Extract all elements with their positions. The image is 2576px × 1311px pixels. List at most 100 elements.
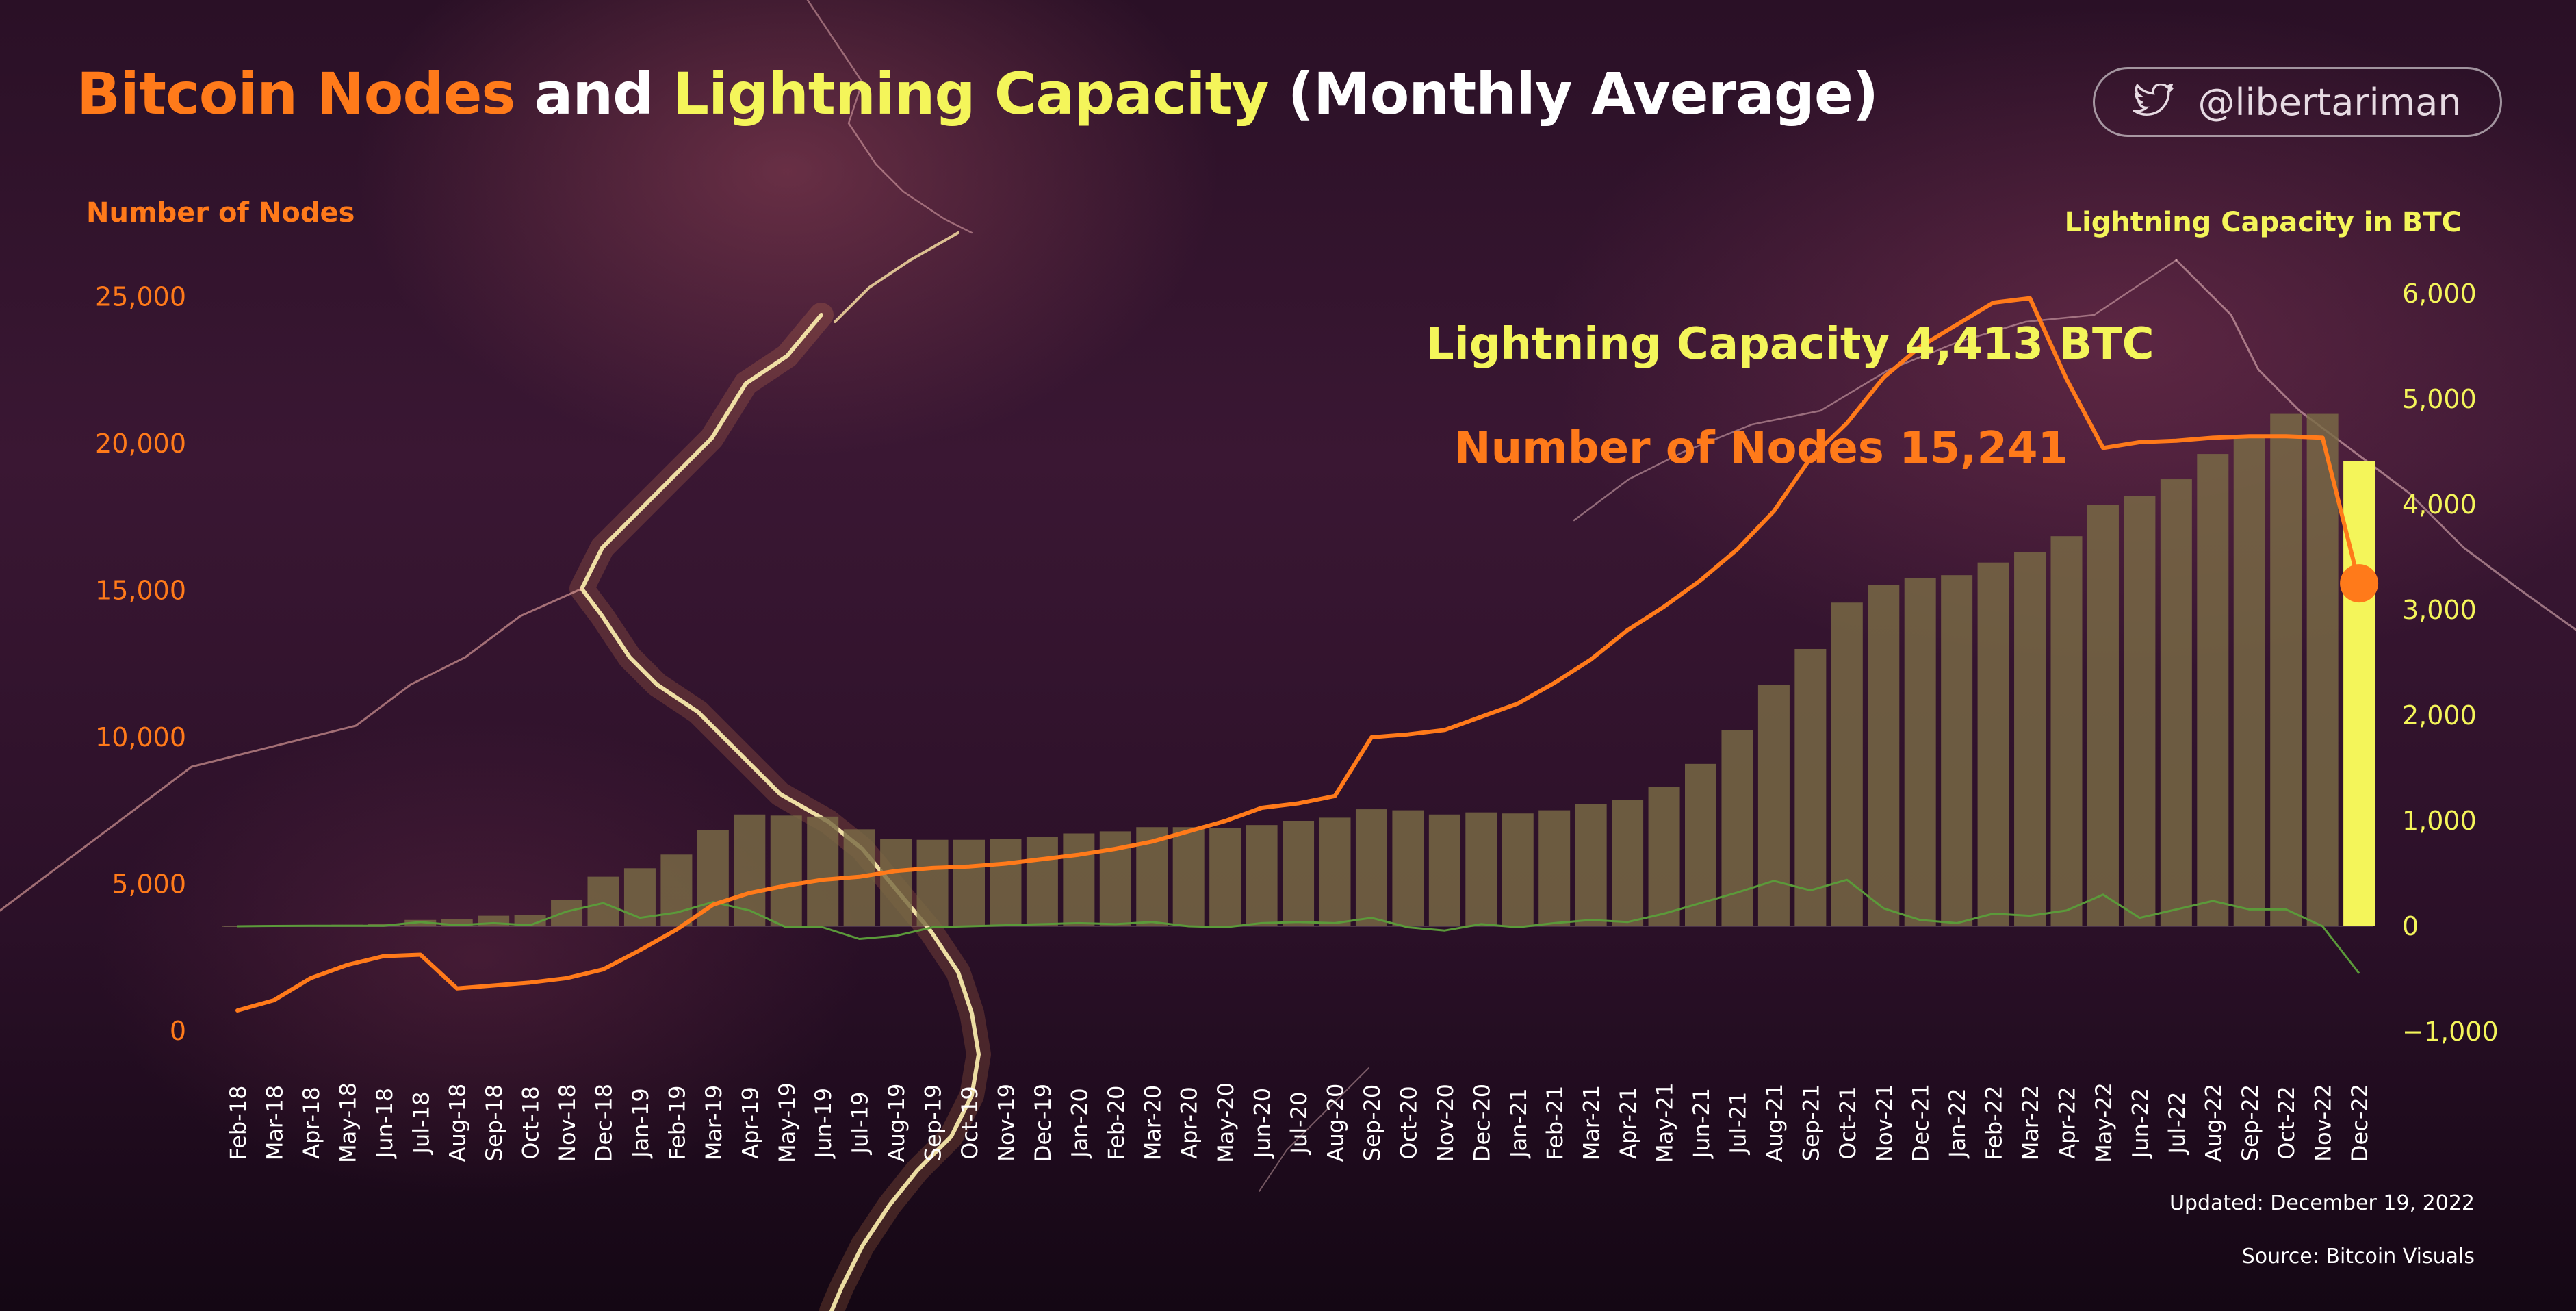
lightning-bar bbox=[1538, 810, 1571, 926]
x-tick-label: Oct-19 bbox=[957, 1086, 983, 1160]
x-tick-label: Apr-21 bbox=[1615, 1086, 1641, 1159]
lightning-bar bbox=[807, 816, 839, 926]
right-tick-label: 2,000 bbox=[2402, 700, 2477, 730]
lightning-bar bbox=[1428, 814, 1460, 926]
title-lightning-capacity: Lightning Capacity bbox=[672, 60, 1270, 127]
lightning-bar bbox=[1355, 809, 1387, 926]
x-tick-label: Apr-18 bbox=[298, 1086, 324, 1159]
lightning-bar bbox=[2233, 437, 2265, 926]
x-tick-label: Jul-20 bbox=[1286, 1092, 1312, 1156]
x-tick-label: Jun-19 bbox=[810, 1088, 836, 1159]
lightning-bar-current bbox=[2343, 461, 2375, 926]
lightning-bar bbox=[1209, 828, 1241, 926]
lightning-bar bbox=[1246, 825, 1278, 926]
title-and: and bbox=[534, 60, 654, 127]
lightning-bar bbox=[2087, 505, 2119, 926]
x-tick-label: May-22 bbox=[2091, 1082, 2117, 1163]
x-tick-label: Jan-21 bbox=[1506, 1088, 1532, 1159]
lightning-bar bbox=[1831, 602, 1863, 926]
x-tick-label: Nov-19 bbox=[993, 1084, 1019, 1162]
x-tick-label: Aug-19 bbox=[884, 1084, 910, 1162]
x-tick-label: Feb-18 bbox=[225, 1086, 251, 1160]
lightning-bar bbox=[222, 926, 253, 927]
x-tick-label: Jul-22 bbox=[2164, 1092, 2190, 1156]
lightning-bar bbox=[1026, 837, 1058, 926]
x-tick-label: Nov-18 bbox=[554, 1084, 580, 1162]
right-axis-title: Lightning Capacity in BTC bbox=[2064, 207, 2462, 238]
lightning-bar bbox=[1575, 804, 1607, 926]
lightning-bar bbox=[2306, 413, 2339, 926]
x-tick-label: Aug-20 bbox=[1323, 1084, 1349, 1162]
x-tick-label: Oct-18 bbox=[518, 1086, 544, 1160]
lightning-bar bbox=[916, 839, 949, 926]
lightning-bar bbox=[1904, 578, 1936, 926]
x-axis-ticks: Feb-18 Mar-18 Apr-18 May-18 Jun-18 Jul-18 Aug-… bbox=[225, 1082, 2373, 1163]
x-tick-label: Sep-21 bbox=[1798, 1084, 1824, 1162]
right-tick-label: 5,000 bbox=[2402, 384, 2477, 414]
x-tick-label: Jun-18 bbox=[372, 1088, 398, 1159]
x-tick-label: Feb-22 bbox=[1981, 1086, 2007, 1160]
x-tick-label: Jan-22 bbox=[1944, 1088, 1970, 1159]
x-tick-label: Oct-22 bbox=[2274, 1086, 2300, 1160]
x-tick-label: Feb-19 bbox=[664, 1086, 690, 1160]
x-tick-label: Oct-21 bbox=[1835, 1086, 1861, 1160]
lightning-bar bbox=[551, 900, 583, 926]
x-tick-label: Apr-20 bbox=[1176, 1086, 1202, 1159]
lightning-bar bbox=[1392, 810, 1424, 926]
x-tick-label: Mar-19 bbox=[701, 1085, 727, 1161]
twitter-handle-badge[interactable]: @libertariman bbox=[2093, 67, 2502, 137]
left-tick-label: 0 bbox=[170, 1016, 186, 1046]
left-tick-label: 15,000 bbox=[95, 576, 186, 606]
nodes-current-marker bbox=[2340, 564, 2379, 603]
x-tick-label: Jan-20 bbox=[1066, 1088, 1092, 1159]
x-tick-label: May-20 bbox=[1213, 1082, 1239, 1163]
x-tick-label: Feb-20 bbox=[1103, 1086, 1129, 1160]
lightning-bar bbox=[441, 919, 473, 926]
x-tick-label: Dec-21 bbox=[1908, 1084, 1934, 1162]
lightning-bar bbox=[1941, 575, 1973, 926]
x-tick-label: Sep-19 bbox=[920, 1084, 946, 1162]
lightning-bar bbox=[2124, 496, 2156, 926]
right-tick-label: 0 bbox=[2402, 911, 2419, 941]
x-tick-label: Mar-21 bbox=[1579, 1085, 1605, 1161]
x-tick-label: Feb-21 bbox=[1542, 1086, 1568, 1160]
lightning-capacity-annotation: Lightning Capacity 4,413 BTC bbox=[1426, 319, 2154, 370]
title-monthly-average: (Monthly Average) bbox=[1287, 60, 1879, 127]
left-axis-title: Number of Nodes bbox=[86, 197, 355, 229]
x-tick-label: Sep-20 bbox=[1359, 1084, 1385, 1162]
lightning-bar bbox=[1063, 833, 1095, 926]
x-tick-label: Dec-19 bbox=[1030, 1084, 1056, 1162]
left-tick-label: 5,000 bbox=[112, 869, 186, 900]
lightning-bar bbox=[1283, 821, 1315, 926]
lightning-bar bbox=[1648, 787, 1680, 926]
title-bitcoin-nodes: Bitcoin Nodes bbox=[77, 60, 515, 127]
lightning-bar bbox=[1868, 585, 1900, 926]
lightning-bar bbox=[2197, 454, 2229, 926]
lightning-bar bbox=[1502, 813, 1534, 926]
x-tick-label: Sep-18 bbox=[481, 1084, 507, 1162]
lightning-bar bbox=[1977, 562, 2009, 926]
lightning-bar bbox=[1685, 763, 1716, 926]
lightning-bar bbox=[1757, 685, 1790, 926]
monthly-change-path bbox=[237, 878, 2360, 974]
x-tick-label: Jul-19 bbox=[847, 1092, 873, 1156]
twitter-handle: @libertariman bbox=[2198, 80, 2462, 124]
left-axis-ticks: 0 5,000 10,000 15,000 20,000 25,000 bbox=[95, 282, 186, 1047]
x-tick-label: Oct-20 bbox=[1395, 1086, 1421, 1160]
right-tick-label: −1,000 bbox=[2402, 1017, 2499, 1047]
right-tick-label: 6,000 bbox=[2402, 279, 2477, 309]
x-tick-label: Jun-20 bbox=[1250, 1088, 1276, 1159]
number-of-nodes-line bbox=[235, 296, 2379, 1013]
x-tick-label: Jul-21 bbox=[1725, 1092, 1751, 1156]
lightning-bar bbox=[2160, 479, 2192, 926]
x-tick-label: Jan-19 bbox=[628, 1088, 654, 1159]
lightning-bar bbox=[1465, 812, 1497, 926]
lightning-bar bbox=[990, 839, 1022, 926]
x-tick-label: Jun-22 bbox=[2127, 1088, 2153, 1159]
updated-date: Updated: December 19, 2022 bbox=[2169, 1191, 2475, 1215]
right-axis-ticks: −1,000 0 1,000 2,000 3,000 4,000 5,000 6,000 bbox=[2402, 279, 2499, 1047]
left-tick-label: 25,000 bbox=[95, 282, 186, 312]
lightning-bar bbox=[953, 839, 985, 926]
x-tick-label: Jun-21 bbox=[1688, 1088, 1714, 1159]
